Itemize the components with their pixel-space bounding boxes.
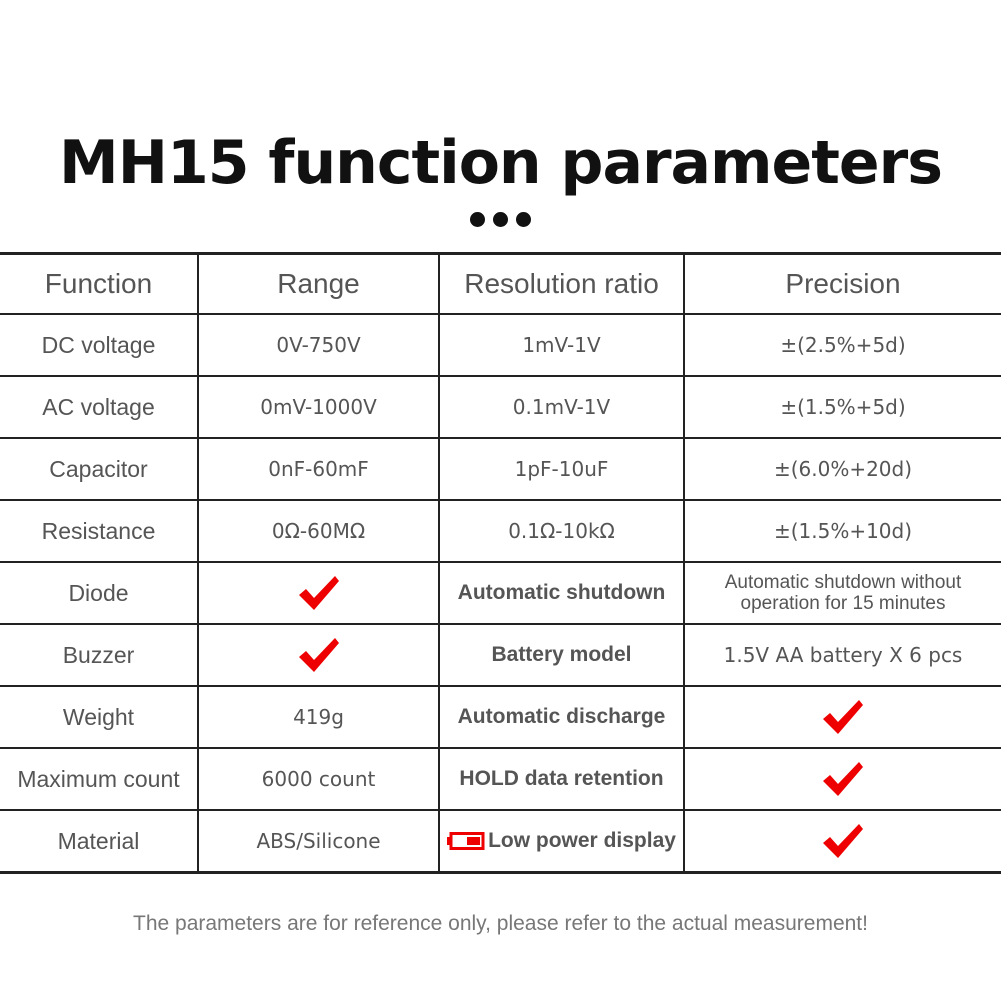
table-row: Capacitor 0nF-60mF 1pF-10uF ±(6.0%+20d) <box>0 437 1001 501</box>
feature-cell: Automatic shutdown <box>438 561 685 625</box>
checkmark-icon <box>298 576 339 610</box>
more-dots-icon <box>0 212 1001 232</box>
feature-value-line: operation for 15 minutes <box>740 593 946 614</box>
range-cell: 0Ω-60MΩ <box>197 499 440 563</box>
resolution-cell: 1pF-10uF <box>438 437 685 501</box>
function-cell: Buzzer <box>0 623 199 687</box>
feature-value-line: Automatic shutdown without <box>724 572 962 593</box>
feature-label: Low power display <box>488 829 676 852</box>
table-header-row: Function Range Resolution ratio Precisio… <box>0 252 1001 315</box>
function-cell: Capacitor <box>0 437 199 501</box>
range-check-cell <box>197 623 440 687</box>
function-cell: Maximum count <box>0 747 199 811</box>
resolution-cell: 0.1mV-1V <box>438 375 685 439</box>
feature-value-cell: Automatic shutdown without operation for… <box>683 561 1001 625</box>
table-row: Weight 419g Automatic discharge <box>0 685 1001 749</box>
feature-cell: Low power display <box>438 809 685 874</box>
resolution-cell: 1mV-1V <box>438 313 685 377</box>
function-cell: DC voltage <box>0 313 199 377</box>
header-precision: Precision <box>683 252 1001 315</box>
resolution-cell: 0.1Ω-10kΩ <box>438 499 685 563</box>
range-cell: 419g <box>197 685 440 749</box>
range-check-cell <box>197 561 440 625</box>
precision-cell: ±(1.5%+10d) <box>683 499 1001 563</box>
function-cell: AC voltage <box>0 375 199 439</box>
parameters-table: Function Range Resolution ratio Precisio… <box>0 252 1001 874</box>
checkmark-icon <box>298 638 339 672</box>
table-row: Diode Automatic shutdown Automatic shutd… <box>0 561 1001 625</box>
header-resolution: Resolution ratio <box>438 252 685 315</box>
range-cell: 0mV-1000V <box>197 375 440 439</box>
table-row: Maximum count 6000 count HOLD data reten… <box>0 747 1001 811</box>
feature-value-cell: 1.5V AA battery X 6 pcs <box>683 623 1001 687</box>
precision-cell: ±(1.5%+5d) <box>683 375 1001 439</box>
feature-check-cell <box>683 685 1001 749</box>
feature-cell: Battery model <box>438 623 685 687</box>
range-cell: 0nF-60mF <box>197 437 440 501</box>
checkmark-icon <box>823 762 863 796</box>
checkmark-icon <box>823 824 863 858</box>
disclaimer-text: The parameters are for reference only, p… <box>133 912 868 935</box>
table-row: Material ABS/Silicone Low power display <box>0 809 1001 874</box>
page-title: MH15 function parameters <box>59 128 943 198</box>
range-cell: 0V-750V <box>197 313 440 377</box>
feature-cell: Automatic discharge <box>438 685 685 749</box>
header-range: Range <box>197 252 440 315</box>
function-cell: Resistance <box>0 499 199 563</box>
range-cell: 6000 count <box>197 747 440 811</box>
feature-check-cell <box>683 809 1001 874</box>
function-cell: Material <box>0 809 199 874</box>
checkmark-icon <box>823 700 863 734</box>
low-battery-icon <box>447 832 485 851</box>
feature-cell: HOLD data retention <box>438 747 685 811</box>
range-cell: ABS/Silicone <box>197 809 440 874</box>
table-row: AC voltage 0mV-1000V 0.1mV-1V ±(1.5%+5d) <box>0 375 1001 439</box>
table-row: DC voltage 0V-750V 1mV-1V ±(2.5%+5d) <box>0 313 1001 377</box>
feature-check-cell <box>683 747 1001 811</box>
function-cell: Weight <box>0 685 199 749</box>
precision-cell: ±(6.0%+20d) <box>683 437 1001 501</box>
precision-cell: ±(2.5%+5d) <box>683 313 1001 377</box>
header-function: Function <box>0 252 199 315</box>
function-cell: Diode <box>0 561 199 625</box>
table-row: Buzzer Battery model 1.5V AA battery X 6… <box>0 623 1001 687</box>
table-row: Resistance 0Ω-60MΩ 0.1Ω-10kΩ ±(1.5%+10d) <box>0 499 1001 563</box>
